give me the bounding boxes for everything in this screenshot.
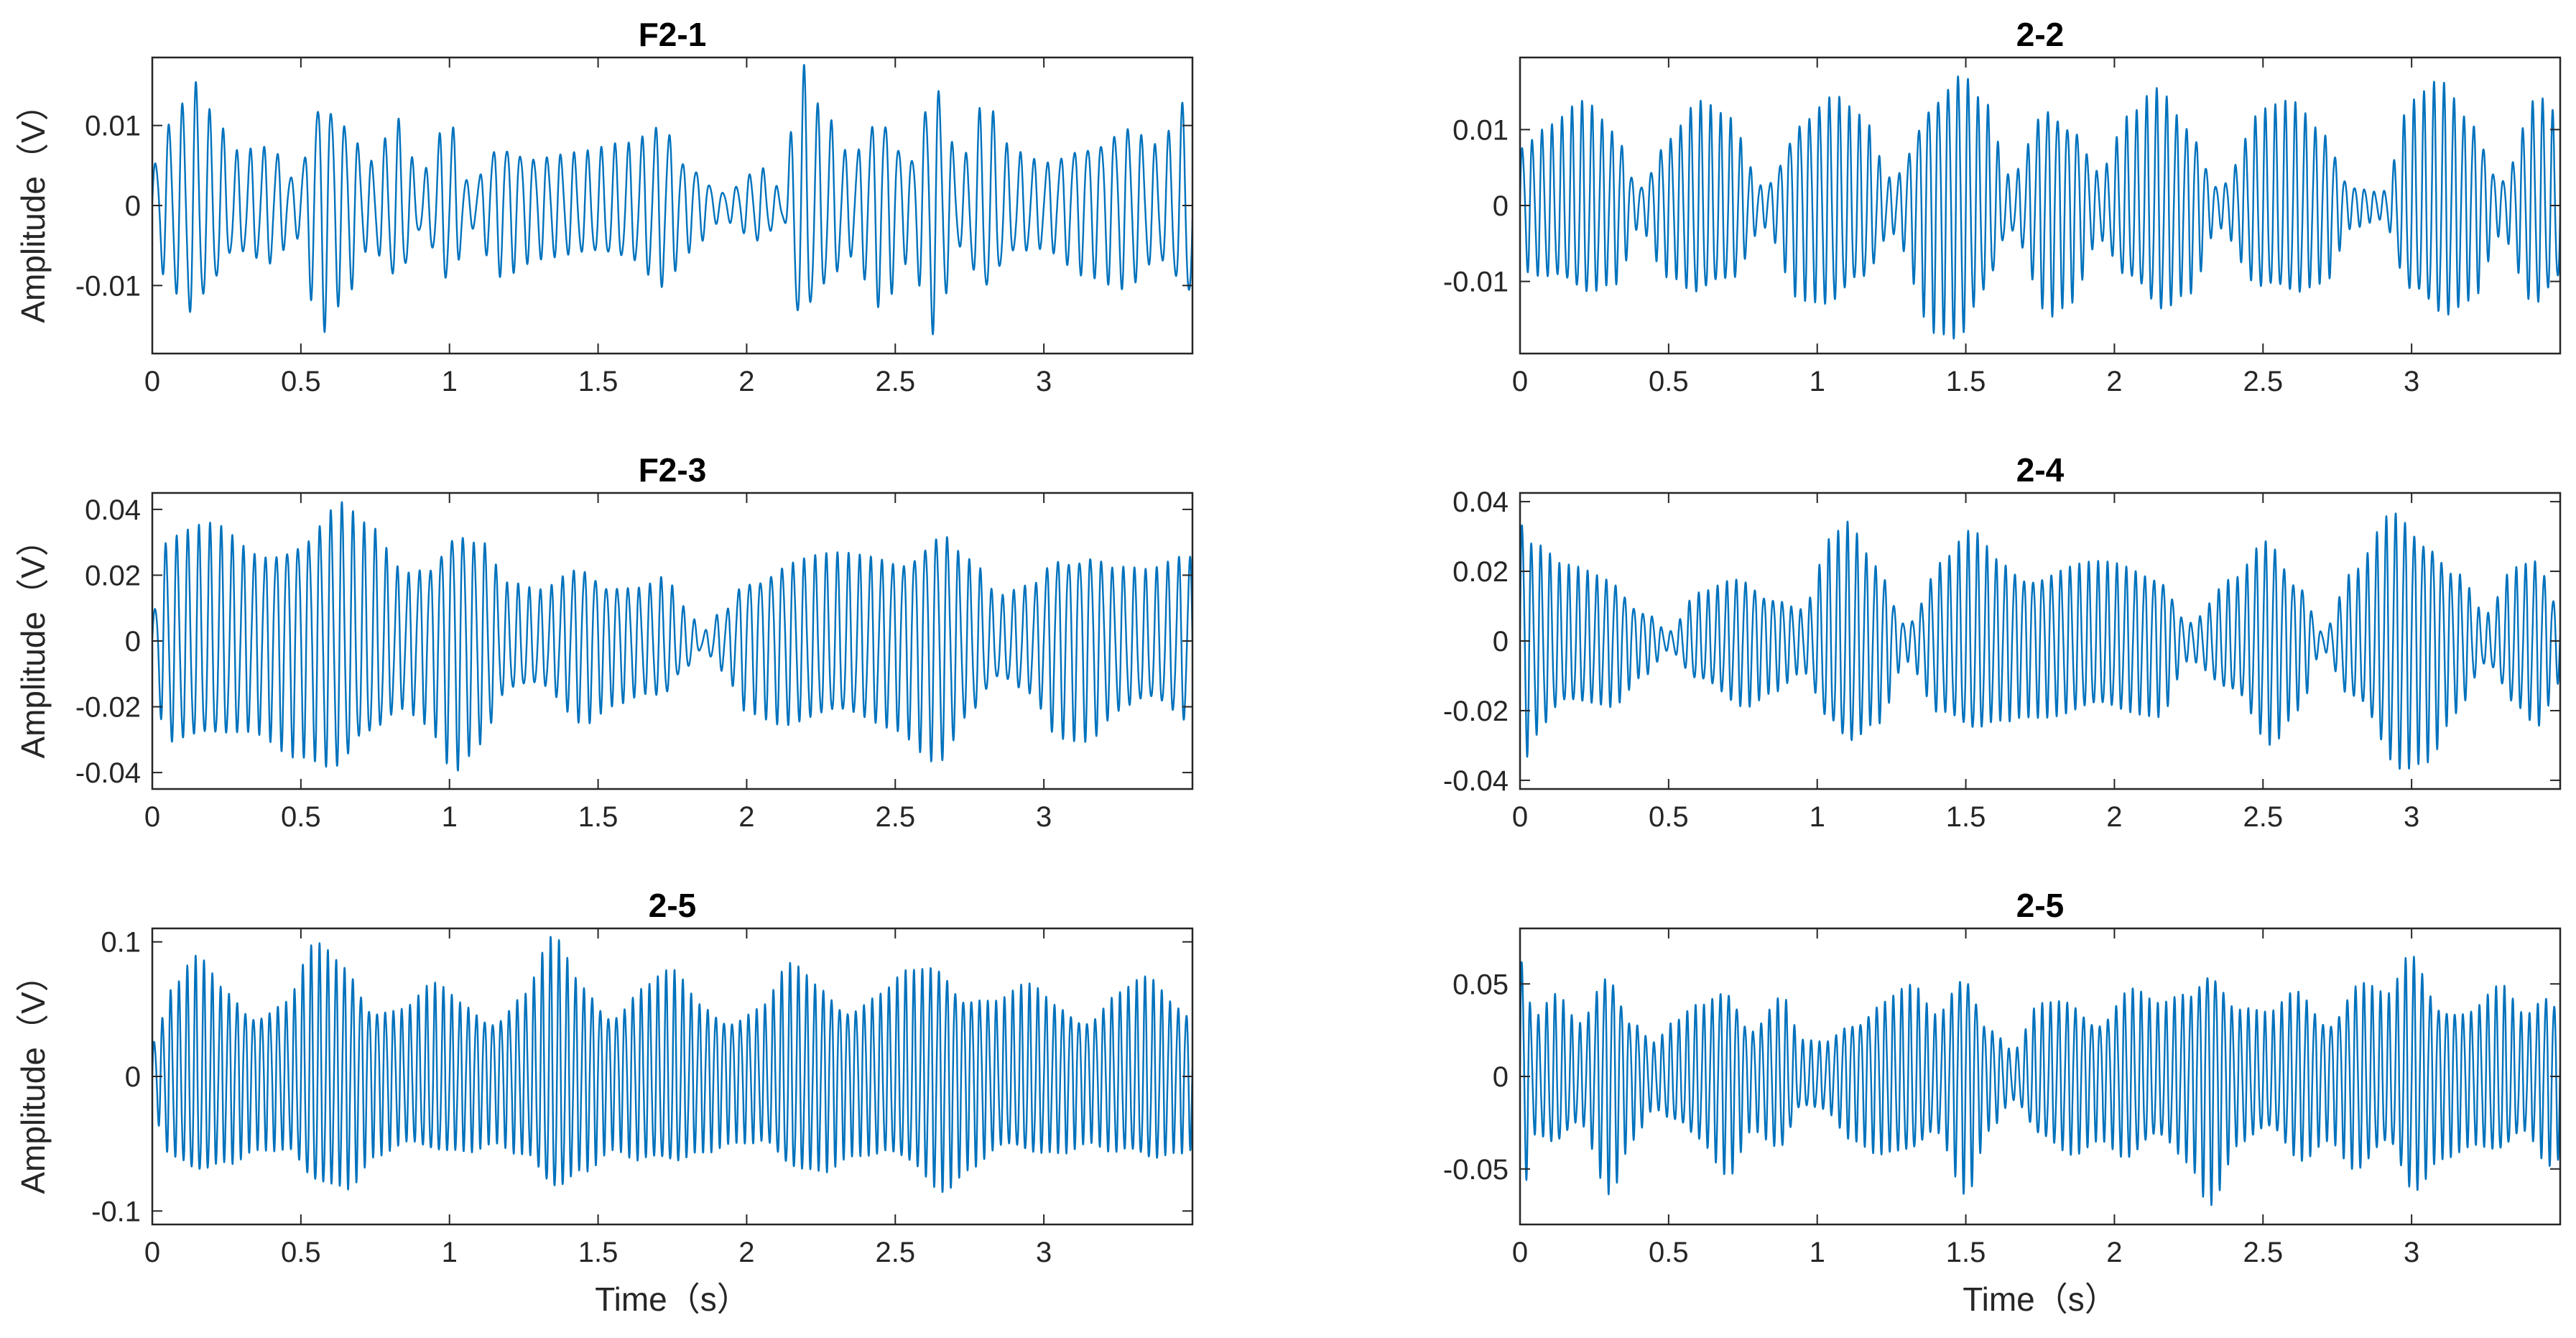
x-tick-label: 1	[442, 801, 458, 833]
x-tick-label: 3	[1036, 366, 1052, 397]
y-tick-label: 0.04	[85, 494, 141, 526]
x-tick-label: 0.5	[281, 366, 321, 397]
x-tick-label: 0	[1512, 366, 1528, 397]
signal-line	[152, 936, 1192, 1193]
x-tick-label: 0	[1512, 801, 1528, 833]
x-tick-label: 1	[1810, 1237, 1825, 1268]
y-tick-label: 0	[125, 626, 141, 658]
y-tick-label: -0.1	[91, 1196, 141, 1227]
subplot-1: 0 0.5 1 1.5 2 2.5 3 -0.01 0 0.01 F2-1 Amplitude（V）	[14, 16, 1194, 397]
x-tick-label: 1.5	[578, 1237, 618, 1268]
x-tick-label: 0	[144, 1237, 160, 1268]
x-tick-label: 3	[2404, 801, 2419, 833]
y-axis-label: Amplitude（V）	[14, 523, 52, 758]
x-tick-label: 1.5	[1946, 1237, 1986, 1268]
x-tick-label: 2	[738, 1237, 754, 1268]
x-tick-label: 2.5	[2243, 366, 2283, 397]
x-tick-label: 2	[2106, 366, 2122, 397]
x-tick-label: 2.5	[875, 366, 915, 397]
x-tick-label: 2	[2106, 1237, 2122, 1268]
x-tick-label: 1.5	[578, 366, 618, 397]
x-tick-label: 2.5	[875, 1237, 915, 1268]
y-tick-label: 0.1	[101, 927, 141, 959]
y-tick-label: 0.04	[1453, 486, 1509, 518]
x-tick-label: 2.5	[2243, 1237, 2283, 1268]
x-tick-label: 3	[2404, 1237, 2419, 1268]
x-tick-label: 0.5	[1649, 801, 1689, 833]
subplot-title: 2-5	[2016, 887, 2064, 924]
x-tick-label: 0.5	[281, 801, 321, 833]
y-tick-label: -0.04	[1443, 765, 1509, 797]
signal-line	[1520, 956, 2560, 1206]
subplot-title: F2-1	[639, 16, 707, 53]
y-tick-label: -0.01	[1443, 267, 1509, 298]
x-tick-label: 1.5	[578, 801, 618, 833]
x-tick-label: 1	[1810, 801, 1825, 833]
signal-line	[1520, 512, 2560, 770]
y-tick-label: -0.01	[75, 270, 141, 302]
x-tick-label: 3	[1036, 1237, 1052, 1268]
x-tick-label: 1	[442, 366, 458, 397]
x-tick-label: 2	[738, 366, 754, 397]
subplot-3: 0 0.5 1 1.5 2 2.5 3 -0.04 -0.02 0 0.02 0.04 F2-3 Ampl…	[14, 451, 1194, 833]
subplot-2: 0 0.5 1 1.5 2 2.5 3 -0.01 0 0.01 2-2	[1443, 16, 2562, 397]
y-tick-label: 0	[1493, 190, 1509, 222]
x-tick-label: 0	[144, 366, 160, 397]
y-tick-label: -0.02	[1443, 696, 1509, 727]
y-tick-label: 0	[1493, 626, 1509, 658]
subplot-4: 0 0.5 1 1.5 2 2.5 3 -0.04 -0.02 0 0.02 0.04 2-4	[1443, 451, 2562, 833]
y-tick-label: 0	[125, 1061, 141, 1093]
x-tick-label: 1.5	[1946, 801, 1986, 833]
axes-frame	[151, 492, 1194, 790]
subplot-title: 2-4	[2016, 451, 2065, 489]
signal-line	[152, 64, 1192, 336]
signal-line	[1520, 75, 2560, 340]
y-tick-label: 0.02	[1453, 556, 1509, 588]
signal-line	[152, 501, 1192, 772]
y-tick-label: 0	[125, 190, 141, 222]
y-tick-label: 0.01	[1453, 114, 1509, 146]
y-tick-label: 0.02	[85, 560, 141, 591]
x-tick-label: 3	[1036, 801, 1052, 833]
y-axis-label: Amplitude（V）	[14, 959, 52, 1194]
x-tick-label: 2.5	[875, 801, 915, 833]
x-tick-label: 2.5	[2243, 801, 2283, 833]
x-tick-label: 1.5	[1946, 366, 1986, 397]
y-tick-label: -0.04	[75, 757, 141, 789]
subplot-5: 0 0.5 1 1.5 2 2.5 3-0.100.12-5Amplitude（V）Time…	[14, 887, 1194, 1318]
subplot-title: F2-3	[639, 451, 707, 489]
x-tick-label: 0.5	[1649, 1237, 1689, 1268]
x-tick-label: 0	[1512, 1237, 1528, 1268]
x-tick-label: 3	[2404, 366, 2419, 397]
x-tick-label: 1	[1810, 366, 1825, 397]
x-tick-label: 0.5	[1649, 366, 1689, 397]
x-axis-label: Time（s）	[595, 1281, 750, 1318]
subplot-6: 0 0.5 1 1.5 2 2.5 3 -0.05 0 0.05 2-5 Time（s）	[1443, 887, 2562, 1318]
y-tick-label: 0	[1493, 1061, 1509, 1093]
subplot-title: 2-5	[649, 887, 696, 924]
x-tick-label: 0.5	[281, 1237, 321, 1268]
y-tick-label: -0.05	[1443, 1154, 1509, 1186]
subplot-title: 2-2	[2016, 16, 2064, 53]
y-tick-label: -0.02	[75, 692, 141, 724]
y-tick-label: 0.05	[1453, 969, 1509, 1000]
x-tick-label: 0	[144, 801, 160, 833]
x-tick-label: 2	[2106, 801, 2122, 833]
y-tick-label: 0.01	[85, 111, 141, 142]
y-axis-label: Amplitude（V）	[14, 88, 52, 323]
x-tick-label: 2	[738, 801, 754, 833]
x-tick-label: 1	[442, 1237, 458, 1268]
x-axis-label: Time（s）	[1963, 1281, 2118, 1318]
